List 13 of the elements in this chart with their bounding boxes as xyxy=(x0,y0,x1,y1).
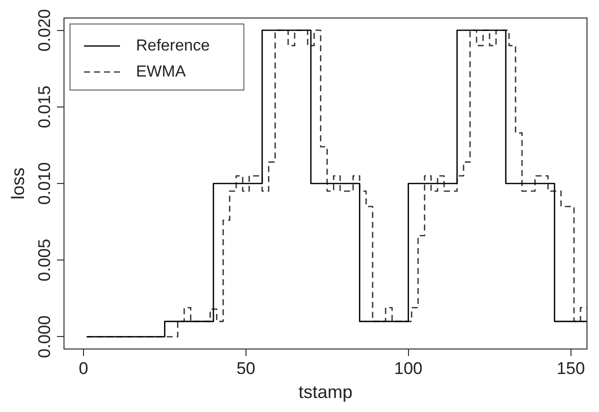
x-tick-label: 100 xyxy=(394,358,423,378)
x-tick-label: 150 xyxy=(556,358,585,378)
y-tick-label: 0.000 xyxy=(35,315,54,358)
x-axis-title: tstamp xyxy=(298,382,353,402)
legend-label: Reference xyxy=(136,37,210,54)
y-tick-label: 0.005 xyxy=(35,238,54,282)
y-tick-label: 0.020 xyxy=(35,8,54,52)
legend-label: EWMA xyxy=(136,63,186,80)
x-tick-label: 0 xyxy=(78,358,88,378)
y-tick-label: 0.010 xyxy=(35,162,54,205)
y-tick-label: 0.015 xyxy=(35,86,54,128)
y-axis-title: loss xyxy=(8,167,28,200)
x-tick-label: 50 xyxy=(236,358,256,378)
